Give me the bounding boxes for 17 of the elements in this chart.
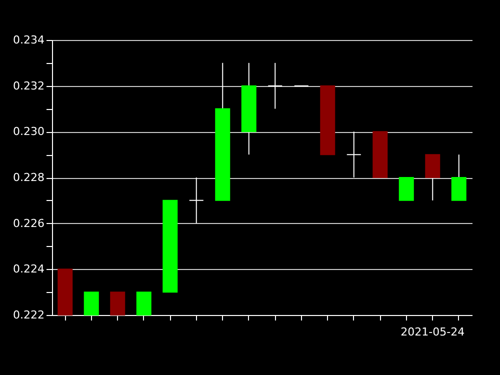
candlestick (110, 292, 126, 316)
y-tick-label: 0.224 (13, 262, 44, 276)
y-tick-label: 0.230 (13, 125, 44, 138)
candlestick (136, 292, 152, 316)
candlestick (268, 62, 283, 110)
y-tick-label: 0.226 (13, 216, 44, 230)
y-tick-label: 0.222 (13, 308, 44, 322)
y-tick-label: 0.228 (13, 171, 44, 184)
y-tick-label: 0.234 (13, 34, 44, 46)
candlestick (84, 292, 99, 316)
candlestick (398, 177, 414, 201)
candlestick (425, 154, 440, 201)
candlestick (188, 177, 204, 224)
candlestick (451, 154, 466, 201)
candlestick (346, 131, 362, 178)
y-tick-label: 0.232 (13, 79, 44, 92)
x-tick-label: 2021-05-24 (400, 326, 465, 338)
